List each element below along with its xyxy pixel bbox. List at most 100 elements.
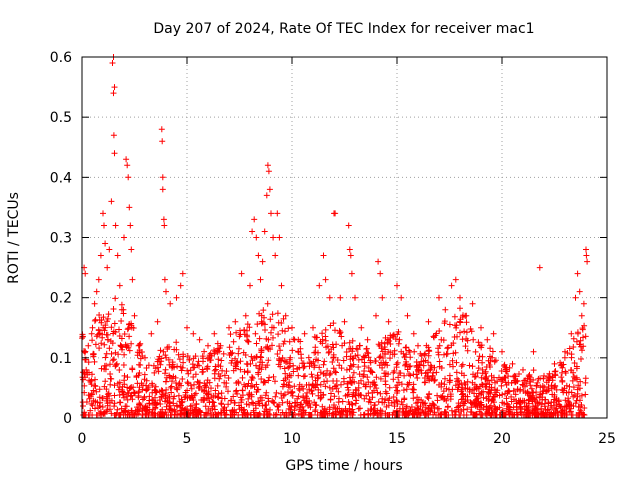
data-point-peak bbox=[148, 330, 155, 337]
data-point bbox=[134, 380, 141, 387]
data-point bbox=[555, 398, 562, 405]
data-point-peak bbox=[263, 192, 270, 199]
data-point bbox=[172, 408, 179, 415]
data-point bbox=[458, 370, 465, 377]
data-point-peak bbox=[232, 318, 239, 325]
data-point bbox=[552, 372, 559, 379]
data-point bbox=[99, 404, 106, 410]
y-tick-label: 0.2 bbox=[50, 291, 72, 307]
data-point bbox=[92, 376, 98, 383]
data-point bbox=[390, 376, 397, 383]
data-point bbox=[90, 387, 97, 394]
data-point bbox=[580, 343, 587, 350]
data-point bbox=[88, 400, 95, 407]
data-point-peak bbox=[205, 342, 211, 349]
data-point bbox=[382, 396, 389, 403]
data-point bbox=[129, 396, 136, 403]
data-point bbox=[503, 400, 510, 407]
data-point-peak bbox=[289, 324, 295, 331]
data-point bbox=[106, 345, 113, 352]
x-tick-label: 15 bbox=[388, 431, 406, 447]
data-point bbox=[163, 386, 170, 393]
data-point bbox=[253, 362, 259, 369]
data-point bbox=[387, 341, 394, 347]
data-point bbox=[91, 382, 98, 389]
data-point bbox=[289, 347, 296, 354]
data-point bbox=[545, 406, 552, 413]
data-point-peak bbox=[93, 288, 100, 295]
data-point bbox=[261, 378, 268, 385]
data-point bbox=[112, 295, 119, 302]
data-point bbox=[443, 409, 449, 416]
x-axis-title: GPS time / hours bbox=[285, 458, 402, 474]
data-point bbox=[452, 382, 459, 389]
data-point bbox=[244, 337, 251, 344]
data-point bbox=[272, 412, 279, 418]
data-point-peak bbox=[347, 252, 354, 259]
data-point bbox=[334, 405, 341, 412]
data-point bbox=[391, 347, 398, 354]
data-point bbox=[539, 388, 546, 395]
data-point-peak bbox=[484, 336, 491, 343]
data-point bbox=[121, 331, 128, 337]
data-point bbox=[446, 321, 453, 328]
data-point bbox=[350, 355, 357, 362]
data-point bbox=[282, 358, 289, 365]
data-point bbox=[326, 384, 333, 391]
data-point bbox=[436, 381, 442, 388]
data-point bbox=[479, 359, 486, 366]
data-point bbox=[383, 403, 390, 410]
data-point bbox=[573, 363, 580, 370]
data-point bbox=[221, 372, 228, 379]
data-point bbox=[397, 370, 404, 377]
data-point-peak bbox=[322, 276, 329, 283]
data-point bbox=[460, 399, 466, 406]
data-point bbox=[269, 342, 275, 349]
data-point bbox=[328, 346, 335, 353]
data-point bbox=[384, 362, 391, 369]
data-point bbox=[126, 385, 133, 392]
data-point-peak bbox=[278, 282, 285, 289]
data-point bbox=[425, 344, 432, 351]
data-point bbox=[178, 367, 185, 374]
data-point bbox=[155, 368, 162, 375]
data-point bbox=[328, 390, 334, 397]
data-point bbox=[124, 326, 131, 333]
data-point bbox=[319, 330, 326, 337]
data-point bbox=[108, 350, 115, 357]
data-point bbox=[463, 329, 470, 336]
data-point bbox=[573, 338, 580, 345]
data-point bbox=[401, 395, 408, 402]
data-point bbox=[413, 364, 420, 371]
data-point bbox=[171, 364, 177, 371]
data-point bbox=[305, 354, 312, 361]
data-point bbox=[329, 359, 336, 365]
data-point bbox=[471, 374, 478, 380]
data-point bbox=[573, 412, 580, 418]
data-point bbox=[254, 386, 261, 393]
data-point bbox=[346, 366, 353, 373]
data-point-peak bbox=[509, 360, 516, 367]
data-point bbox=[444, 345, 451, 352]
data-point bbox=[421, 351, 428, 358]
data-point bbox=[221, 395, 228, 402]
data-point bbox=[215, 371, 222, 377]
data-point bbox=[180, 359, 187, 366]
data-point bbox=[121, 381, 128, 388]
data-point bbox=[388, 399, 395, 406]
data-point bbox=[235, 380, 242, 387]
data-point bbox=[463, 319, 470, 326]
data-point bbox=[332, 327, 338, 334]
data-point bbox=[301, 409, 308, 416]
data-point bbox=[274, 351, 281, 357]
data-point-peak bbox=[121, 234, 127, 241]
data-point bbox=[272, 393, 279, 400]
data-point bbox=[343, 366, 350, 373]
data-point-peak bbox=[270, 234, 277, 241]
data-point bbox=[256, 310, 263, 317]
data-point bbox=[214, 394, 221, 400]
data-point bbox=[227, 331, 234, 338]
data-point bbox=[560, 361, 567, 368]
data-point-peak bbox=[352, 294, 358, 301]
